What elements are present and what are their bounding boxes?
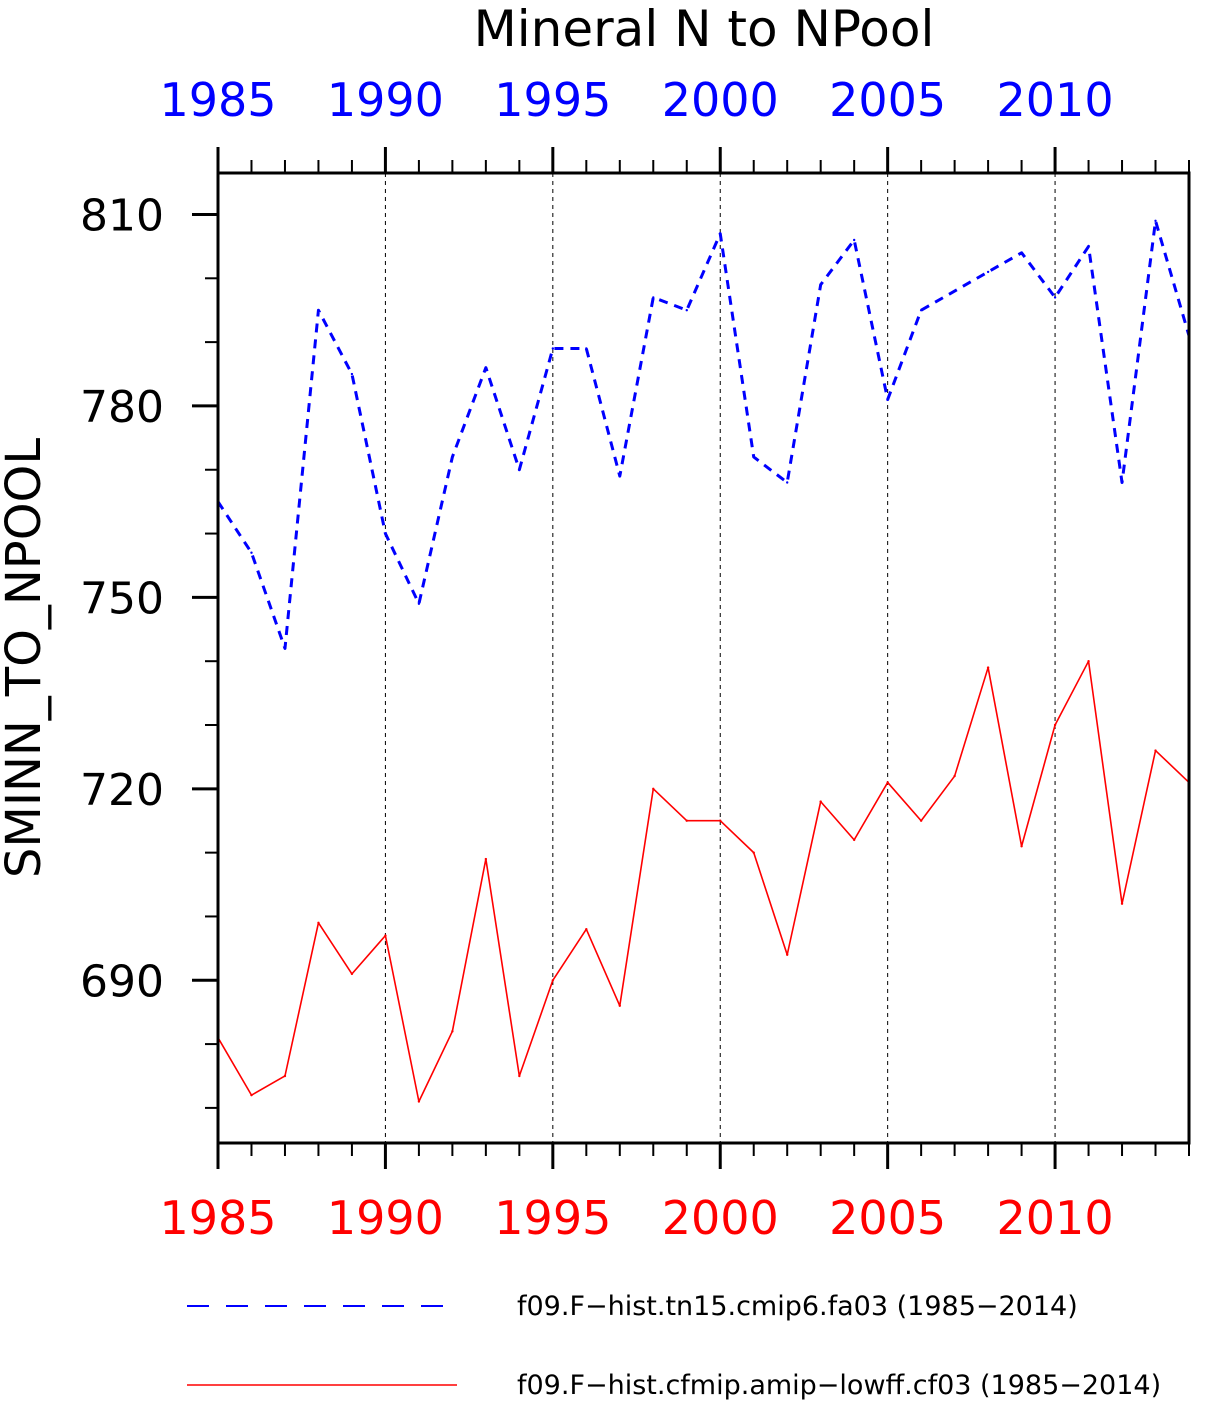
top-x-tick-labels: 1985 1990 1995 2000 2005 2010 — [159, 73, 1113, 127]
series-2-point-1989 — [350, 972, 354, 976]
series-1-point-2006 — [919, 309, 923, 312]
series-2-point-1996 — [585, 928, 588, 931]
series-2-point-1986 — [250, 1093, 253, 1097]
series-2-point-1988 — [317, 921, 320, 925]
series-2-point-2007 — [953, 774, 956, 778]
series-line-2 — [217, 660, 1190, 1103]
series-1-point-1999 — [685, 309, 688, 312]
series-1-point-2007 — [953, 289, 956, 293]
top-x-tick-label-2005: 2005 — [829, 73, 946, 127]
bottom-x-tick-label-2005: 2005 — [829, 1191, 946, 1245]
series-2-point-2002 — [786, 953, 789, 956]
series-2-point-1991 — [417, 1100, 421, 1103]
top-x-tick-label-1995: 1995 — [494, 73, 611, 127]
series-1-point-2010 — [1053, 296, 1057, 299]
series-1-point-2003 — [819, 283, 822, 286]
series-1-point-1986 — [250, 551, 253, 554]
series-1-point-2001 — [752, 455, 755, 459]
series-1-point-1989 — [350, 372, 354, 376]
bottom-x-tick-label-2000: 2000 — [662, 1191, 779, 1245]
y-tick-labels: 690 720 750 780 810 — [80, 190, 164, 1007]
series-1-point-1995 — [551, 347, 555, 350]
series-2-point-1987 — [283, 1074, 287, 1078]
series-1-point-2013 — [1154, 219, 1157, 223]
bottom-x-tick-label-2010: 2010 — [997, 1191, 1114, 1245]
series-2-point-2013 — [1154, 749, 1157, 752]
y-axis-label: SMINN_TO_NPOOL — [0, 438, 52, 878]
series-2-point-1997 — [618, 1004, 621, 1007]
legend-label-series-2: f09.F−hist.cfmip.amip−lowff.cf03 (1985−2… — [517, 1370, 1161, 1401]
series-1-point-1987 — [283, 647, 287, 650]
axis-ticks — [192, 147, 1190, 1169]
series-2-point-1992 — [451, 1030, 454, 1033]
series-2-point-2005 — [886, 781, 889, 784]
series-1-point-2000 — [719, 232, 722, 235]
bottom-x-tick-labels: 1985 1990 1995 2000 2005 2010 — [159, 1191, 1113, 1245]
series-1-point-2002 — [786, 481, 789, 484]
series-1-point-1994 — [518, 468, 521, 471]
series-1-point-1993 — [484, 366, 488, 369]
series-1-point-2011 — [1087, 245, 1090, 248]
series-2-point-1993 — [484, 857, 488, 861]
plot-frame — [216, 171, 1191, 1145]
series-1-point-1990 — [384, 532, 387, 535]
bottom-x-tick-label-1985: 1985 — [159, 1191, 276, 1245]
legend-label-series-1: f09.F−hist.tn15.cmip6.fa03 (1985−2014) — [517, 1291, 1078, 1322]
series-2-point-2000 — [719, 819, 722, 822]
series-1-point-2012 — [1120, 481, 1124, 484]
y-tick-label-810: 810 — [80, 190, 164, 241]
y-tick-label-690: 690 — [80, 956, 164, 1007]
y-tick-label-750: 750 — [80, 573, 164, 624]
bottom-x-tick-label-1995: 1995 — [494, 1191, 611, 1245]
legend: f09.F−hist.tn15.cmip6.fa03 (1985−2014) f… — [187, 1291, 1161, 1401]
top-x-tick-label-2010: 2010 — [997, 73, 1114, 127]
series-2-point-1999 — [685, 819, 688, 822]
series-2-point-2009 — [1020, 845, 1023, 848]
series-2-point-2004 — [852, 838, 856, 842]
top-x-tick-label-1990: 1990 — [327, 73, 444, 127]
series-1-point-2009 — [1020, 251, 1023, 254]
series-1-point-1991 — [417, 602, 421, 605]
bottom-x-tick-label-1990: 1990 — [327, 1191, 444, 1245]
series-2-point-1994 — [518, 1074, 521, 1078]
series-1-point-1996 — [585, 347, 588, 350]
series-2-point-2006 — [919, 819, 923, 822]
series-1-point-2004 — [852, 238, 856, 242]
series-2-point-2011 — [1087, 659, 1090, 663]
series-1-point-1997 — [618, 474, 621, 478]
series-line-1 — [216, 219, 1191, 650]
top-x-tick-label-2000: 2000 — [662, 73, 779, 127]
series-1-point-1992 — [451, 455, 454, 459]
top-x-tick-label-1985: 1985 — [159, 73, 276, 127]
series-2-point-1995 — [551, 979, 555, 982]
y-tick-label-780: 780 — [80, 382, 164, 433]
series-1-point-2005 — [886, 398, 889, 401]
y-tick-label-720: 720 — [80, 765, 164, 816]
series-2-point-1990 — [384, 934, 387, 937]
series-1-point-2008 — [986, 270, 990, 274]
chart-title: Mineral N to NPool — [474, 0, 935, 58]
series-2-point-2003 — [819, 800, 822, 803]
series-2-point-1998 — [652, 787, 655, 791]
series-1-point-1998 — [652, 296, 655, 299]
series-2-point-2012 — [1120, 902, 1124, 905]
series-2-point-2001 — [752, 851, 755, 854]
series-2-point-2008 — [986, 666, 990, 669]
series-1-point-1988 — [317, 309, 320, 312]
series-lines — [216, 219, 1191, 1103]
series-2-point-2010 — [1053, 723, 1057, 727]
